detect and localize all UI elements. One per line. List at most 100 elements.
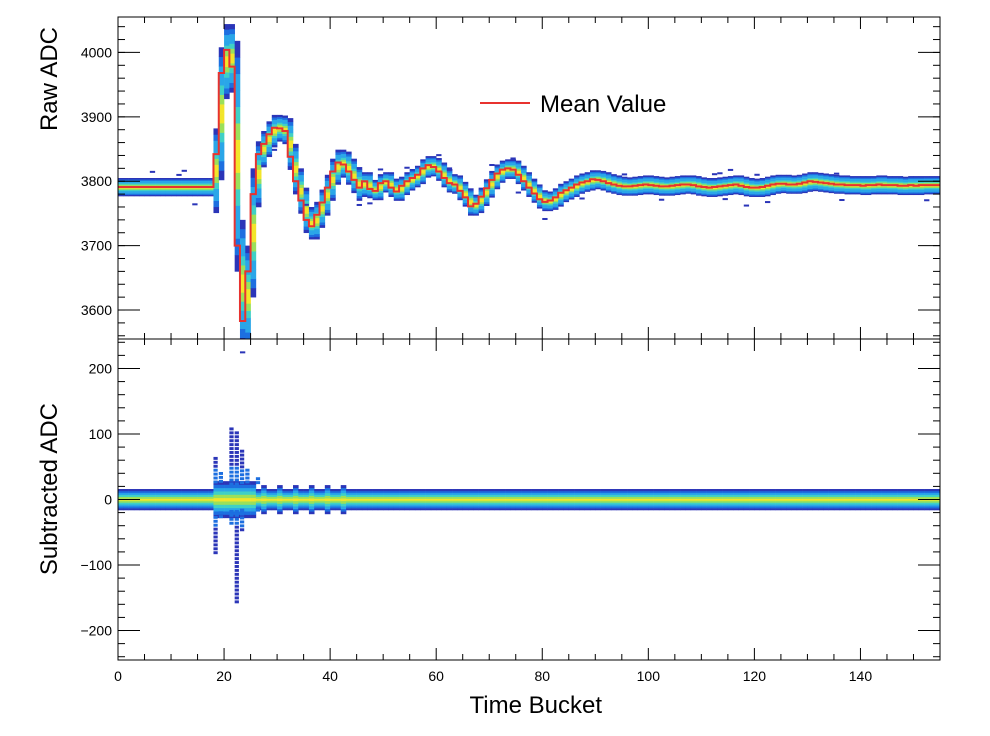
raw-adc-heat-cell (510, 164, 517, 167)
subtracted-adc-heat-cell (902, 490, 909, 494)
subtracted-adc-heat-cell (579, 496, 585, 499)
raw-adc-heat-cell (738, 183, 745, 186)
raw-adc-heat-cell (298, 197, 304, 201)
raw-adc-heat-cell (669, 186, 676, 188)
subtracted-adc-y-tick-label: 100 (89, 426, 113, 442)
raw-adc-heat-cell (282, 141, 288, 145)
raw-adc-heat-cell (579, 174, 585, 177)
raw-adc-heat-cell (399, 183, 405, 186)
raw-adc-heat-cell (902, 190, 909, 193)
subtracted-adc-heat-cell (319, 492, 326, 496)
subtracted-adc-heat-cell (118, 506, 124, 509)
raw-adc-heat-cell (860, 189, 867, 192)
raw-adc-heat-cell (192, 183, 198, 185)
subtracted-adc-heat-cell (430, 492, 437, 496)
subtracted-adc-heat-cell (489, 494, 495, 497)
subtracted-adc-heat-cell (521, 506, 527, 509)
subtracted-adc-heat-cell (786, 506, 792, 509)
raw-adc-heat-cell (658, 176, 665, 179)
subtracted-adc-heat-cell (733, 498, 739, 501)
subtracted-adc-heat-cell (775, 492, 782, 496)
raw-adc-heat-cell (505, 175, 511, 178)
raw-adc-heat-cell (605, 176, 612, 179)
raw-adc-heat-cell (197, 179, 204, 181)
time-bucket-x-tick-label: 80 (534, 668, 550, 684)
raw-adc-heat-cell (929, 186, 935, 188)
subtracted-adc-heat-cell (717, 508, 723, 511)
raw-adc-heat-cell (934, 176, 941, 178)
subtracted-adc-heat-cell (733, 504, 739, 507)
raw-adc-heat-cell (356, 195, 363, 199)
raw-adc-heat-cell (436, 162, 442, 165)
raw-adc-heat-cell (356, 167, 363, 170)
raw-adc-heat-cell (860, 192, 867, 194)
raw-adc-heat-cell (595, 170, 601, 172)
raw-adc-heat-cell (526, 194, 532, 197)
subtracted-adc-heat-cell (192, 489, 198, 492)
raw-adc-heat-cell (696, 176, 702, 178)
subtracted-adc-heat-cell (924, 492, 930, 496)
subtracted-adc-heat-cell (844, 496, 851, 499)
raw-adc-heat-cell (149, 178, 156, 180)
raw-adc-heat-cell (865, 178, 872, 181)
subtracted-adc-heat-cell (218, 497, 225, 502)
raw-adc-heat-cell (489, 191, 495, 194)
subtracted-adc-heat-cell (356, 508, 363, 511)
raw-adc-heat-cell (542, 191, 548, 194)
subtracted-adc-heat-cell (600, 500, 607, 503)
raw-adc-heat-cell (786, 186, 792, 189)
raw-adc-heat-cell (908, 192, 914, 194)
raw-adc-heat-cell (558, 198, 564, 201)
raw-adc-heat-cell (871, 176, 877, 178)
subtracted-adc-heat-cell (319, 508, 326, 511)
subtracted-adc-heat-cell (377, 508, 384, 511)
subtracted-adc-heat-cell (913, 508, 920, 511)
subtracted-adc-heat-cell (372, 489, 379, 492)
subtracted-adc-heat-cell (155, 508, 161, 511)
raw-adc-heat-cell (743, 184, 750, 187)
subtracted-adc-heat-cell (319, 498, 326, 501)
subtracted-adc-heat-cell (308, 506, 315, 509)
subtracted-adc-heat-cell (621, 489, 628, 492)
raw-adc-heat-cell (727, 168, 734, 171)
raw-adc-heat-cell (568, 181, 575, 184)
raw-adc-heat-cell (409, 172, 416, 174)
raw-adc-heat-cell (330, 176, 336, 180)
raw-adc-heat-cell (266, 136, 273, 140)
subtracted-adc-heat-cell (123, 502, 129, 505)
raw-adc-heat-cell (293, 172, 299, 177)
subtracted-adc-heat-cell (457, 489, 464, 492)
subtracted-adc-heat-cell (658, 494, 665, 497)
subtracted-adc-heat-cell (674, 494, 681, 497)
raw-adc-heat-cell (409, 185, 416, 188)
subtracted-adc-heat-cell (330, 490, 336, 494)
subtracted-adc-heat-cell (425, 494, 432, 497)
raw-adc-heat-cell (902, 181, 909, 184)
raw-adc-heat-cell (876, 184, 882, 187)
subtracted-adc-heat-cell (680, 494, 686, 497)
raw-adc-heat-cell (924, 186, 930, 188)
raw-adc-heat-cell (510, 157, 516, 160)
raw-adc-heat-cell (483, 194, 490, 197)
subtracted-adc-heat-cell (584, 504, 591, 507)
raw-adc-heat-cell (749, 192, 755, 195)
subtracted-adc-heat-cell (324, 506, 331, 509)
raw-adc-heat-cell (680, 179, 686, 182)
subtracted-adc-heat-cell (245, 484, 251, 489)
subtracted-adc-heat-cell (796, 490, 803, 494)
subtracted-adc-heat-cell (277, 490, 283, 494)
subtracted-adc-heat-cell (118, 494, 124, 497)
raw-adc-heat-cell (399, 181, 405, 184)
subtracted-adc-heat-cell (802, 500, 808, 503)
raw-adc-heat-cell (595, 172, 601, 175)
subtracted-adc-heat-cell (616, 506, 623, 509)
raw-adc-heat-cell (409, 188, 416, 191)
raw-adc-heat-cell (897, 193, 904, 196)
subtracted-adc-heat-cell (271, 492, 278, 496)
raw-adc-heat-cell (197, 181, 204, 184)
subtracted-adc-heat-cell (234, 509, 239, 513)
raw-adc-heat-cell (579, 183, 585, 186)
raw-adc-heat-cell (563, 198, 570, 201)
subtracted-adc-heat-cell (245, 497, 251, 502)
subtracted-adc-heat-cell (865, 506, 872, 509)
